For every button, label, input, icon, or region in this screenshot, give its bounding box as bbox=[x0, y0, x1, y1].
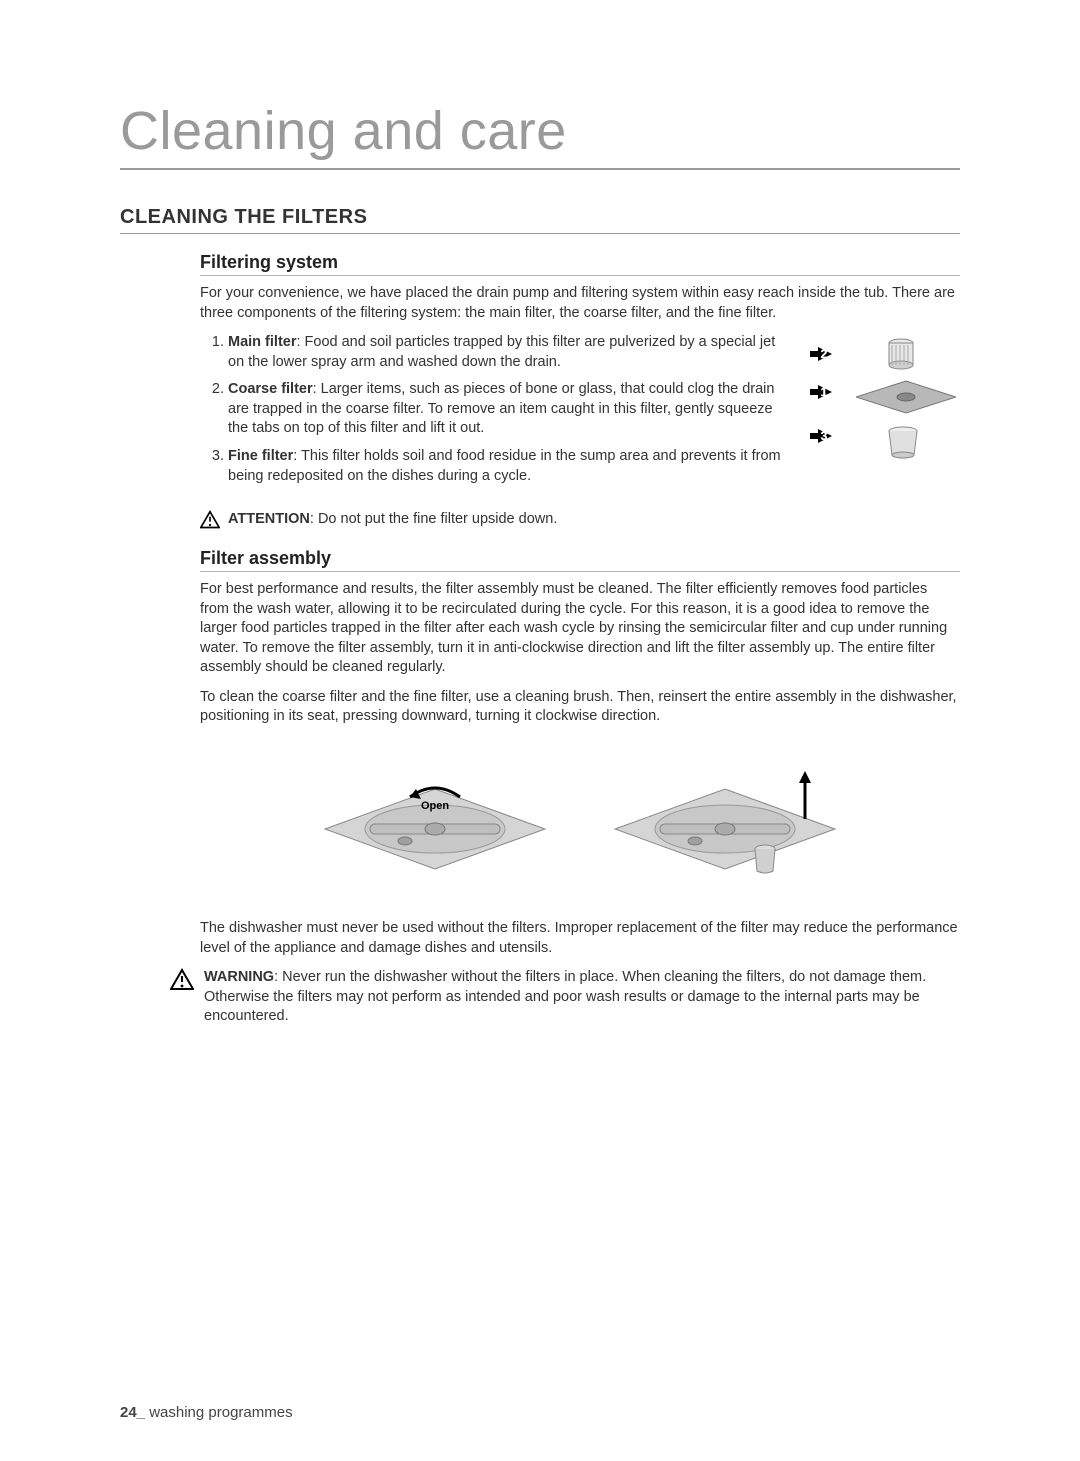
chapter-title: Cleaning and care bbox=[120, 100, 960, 170]
diagram-label-3: 3 bbox=[821, 429, 828, 443]
filtering-system-title: Filtering system bbox=[200, 252, 960, 276]
list-item-text: : This filter holds soil and food residu… bbox=[228, 448, 781, 484]
warning-note: WARNING: Never run the dishwasher withou… bbox=[170, 968, 960, 1027]
warning-label: WARNING bbox=[204, 969, 274, 985]
filter-diagram: 2 1 3 bbox=[810, 333, 960, 467]
attention-note: ATTENTION: Do not put the fine filter up… bbox=[200, 510, 960, 530]
attention-label: ATTENTION bbox=[228, 511, 310, 527]
list-item-label: Main filter bbox=[228, 334, 296, 350]
filter-list-block: Main filter: Food and soil particles tra… bbox=[200, 333, 960, 504]
attention-text: : Do not put the fine filter upside down… bbox=[310, 511, 557, 527]
diagram-label-2: 2 bbox=[821, 347, 828, 361]
filter-list: Main filter: Food and soil particles tra… bbox=[200, 333, 794, 494]
page-footer: 24_ washing programmes bbox=[120, 1404, 293, 1421]
list-item: Main filter: Food and soil particles tra… bbox=[228, 333, 794, 372]
open-label: Open bbox=[421, 800, 449, 812]
filter-assembly-p3: The dishwasher must never be used withou… bbox=[200, 919, 960, 958]
list-item: Coarse filter: Larger items, such as pie… bbox=[228, 380, 794, 439]
warning-triangle-icon bbox=[170, 968, 194, 992]
footer-section: washing programmes bbox=[145, 1404, 293, 1421]
filter-exploded-icon bbox=[856, 337, 956, 467]
filter-assembly-p1: For best performance and results, the fi… bbox=[200, 580, 960, 678]
page-number: 24_ bbox=[120, 1404, 145, 1421]
filter-lift-diagram-icon bbox=[605, 749, 845, 899]
filtering-system-intro: For your convenience, we have placed the… bbox=[200, 284, 960, 323]
section-title: CLEANING THE FILTERS bbox=[120, 206, 960, 234]
warning-triangle-icon bbox=[200, 510, 220, 530]
filter-assembly-title: Filter assembly bbox=[200, 548, 960, 572]
diagram-labels-icon: 2 1 3 bbox=[810, 337, 850, 457]
filter-open-diagram-icon: Open bbox=[315, 749, 555, 899]
filter-assembly-p2: To clean the coarse filter and the fine … bbox=[200, 688, 960, 727]
list-item-label: Fine filter bbox=[228, 448, 293, 464]
warning-text: : Never run the dishwasher without the f… bbox=[204, 969, 926, 1024]
diagram-label-1: 1 bbox=[821, 385, 828, 399]
list-item-label: Coarse filter bbox=[228, 381, 313, 397]
list-item: Fine filter: This filter holds soil and … bbox=[228, 447, 794, 486]
list-item-text: : Food and soil particles trapped by thi… bbox=[228, 334, 775, 370]
filter-images-row: Open bbox=[200, 749, 960, 899]
